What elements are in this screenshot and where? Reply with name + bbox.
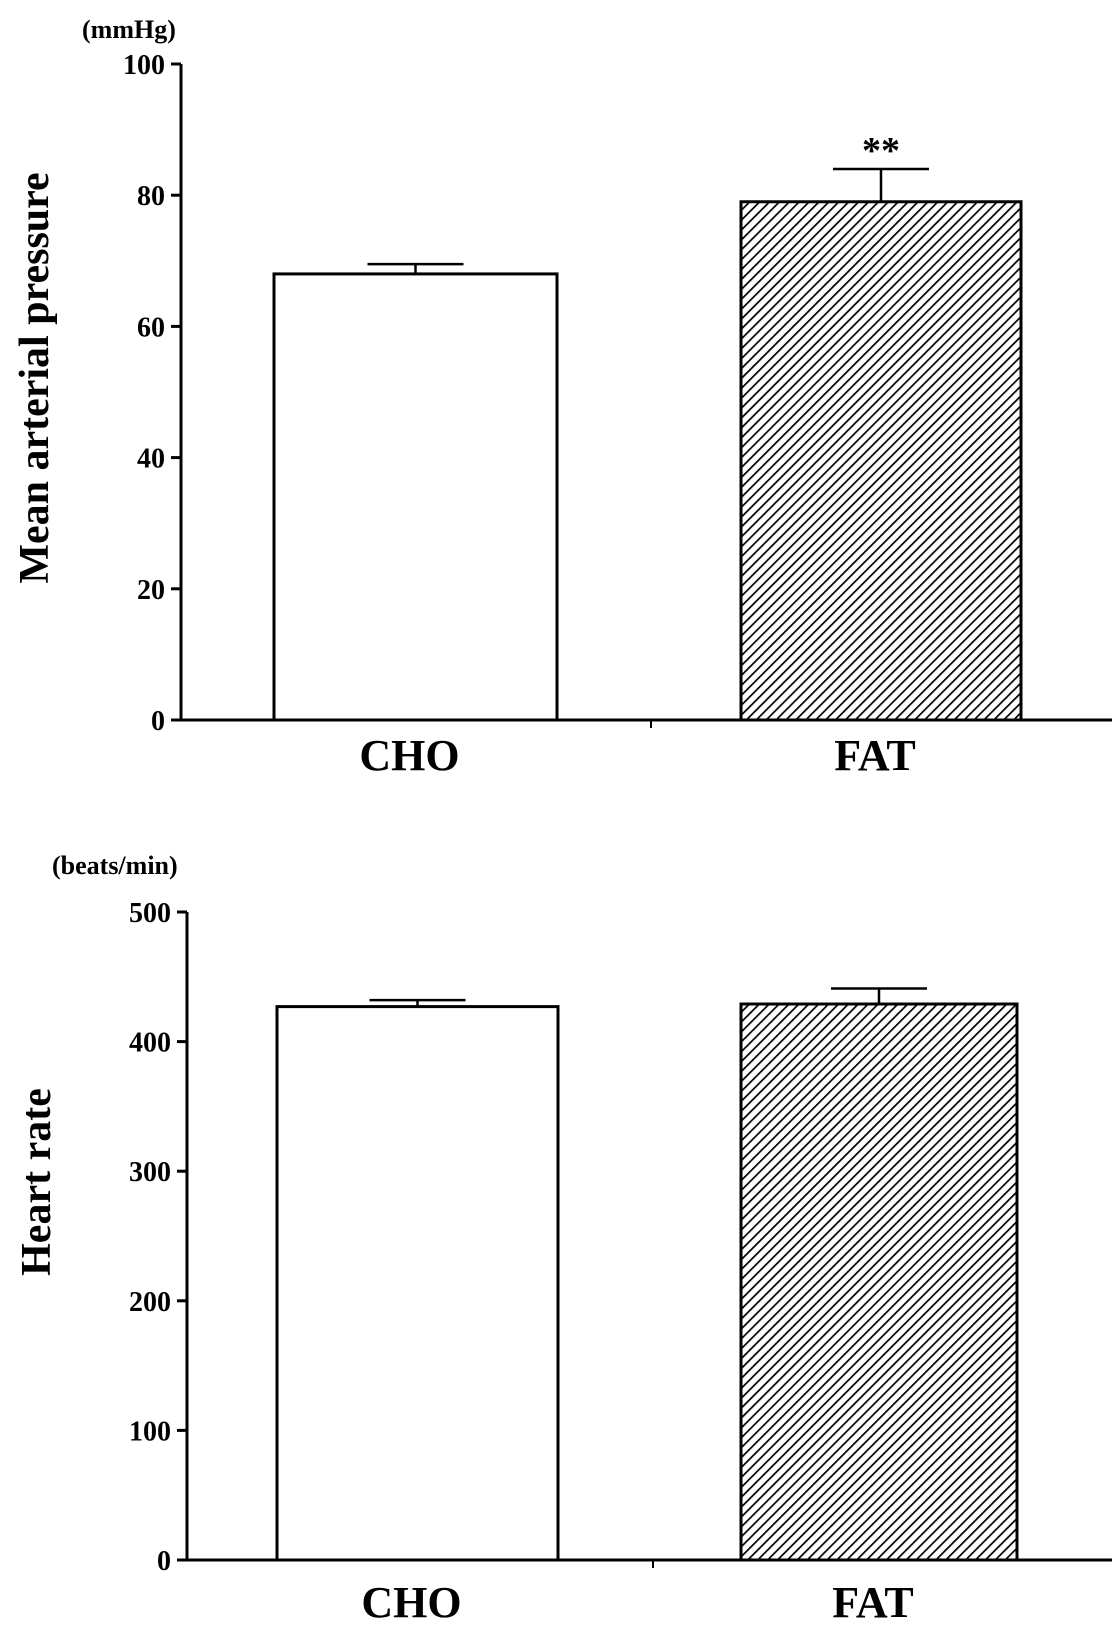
- y-tick-label: 60: [137, 312, 165, 343]
- panel-1-unit-label: (mmHg): [82, 15, 176, 44]
- y-tick-label: 300: [129, 1157, 171, 1188]
- y-tick-label: 20: [137, 575, 165, 606]
- y-tick-label: 80: [137, 181, 165, 212]
- bar-cho: [275, 1005, 560, 1562]
- x-category-label-cho: CHO: [361, 1578, 461, 1627]
- x-category-label-fat: FAT: [832, 1578, 913, 1627]
- significance-marker: **: [862, 130, 900, 172]
- panel-2-y-axis-label: Heart rate: [14, 1088, 60, 1276]
- y-tick-label: 400: [129, 1028, 171, 1059]
- x-category-label-fat: FAT: [834, 731, 915, 780]
- chart-panel-1: (mmHg) Mean arterial pressure 0 20 40 60 80 1…: [12, 15, 1112, 780]
- y-tick-label: 0: [157, 1546, 171, 1577]
- y-tick-label: 40: [137, 444, 165, 475]
- chart-panel-2: (beats/min) Heart rate 0 100 200 300 400 500 C…: [14, 851, 1112, 1627]
- x-category-label-cho: CHO: [359, 731, 459, 780]
- y-tick-label: 200: [129, 1287, 171, 1318]
- y-tick-label: 0: [151, 706, 165, 737]
- bar-cho: [272, 272, 559, 722]
- panel-2-unit-label: (beats/min): [52, 851, 178, 880]
- y-tick-label: 100: [129, 1416, 171, 1447]
- panel-1-y-axis-label: Mean arterial pressure: [12, 172, 58, 583]
- bar-fat: [739, 200, 1023, 722]
- y-tick-label: 500: [129, 898, 171, 929]
- bar-fat: [739, 1002, 1019, 1562]
- y-tick-label: 100: [123, 50, 165, 81]
